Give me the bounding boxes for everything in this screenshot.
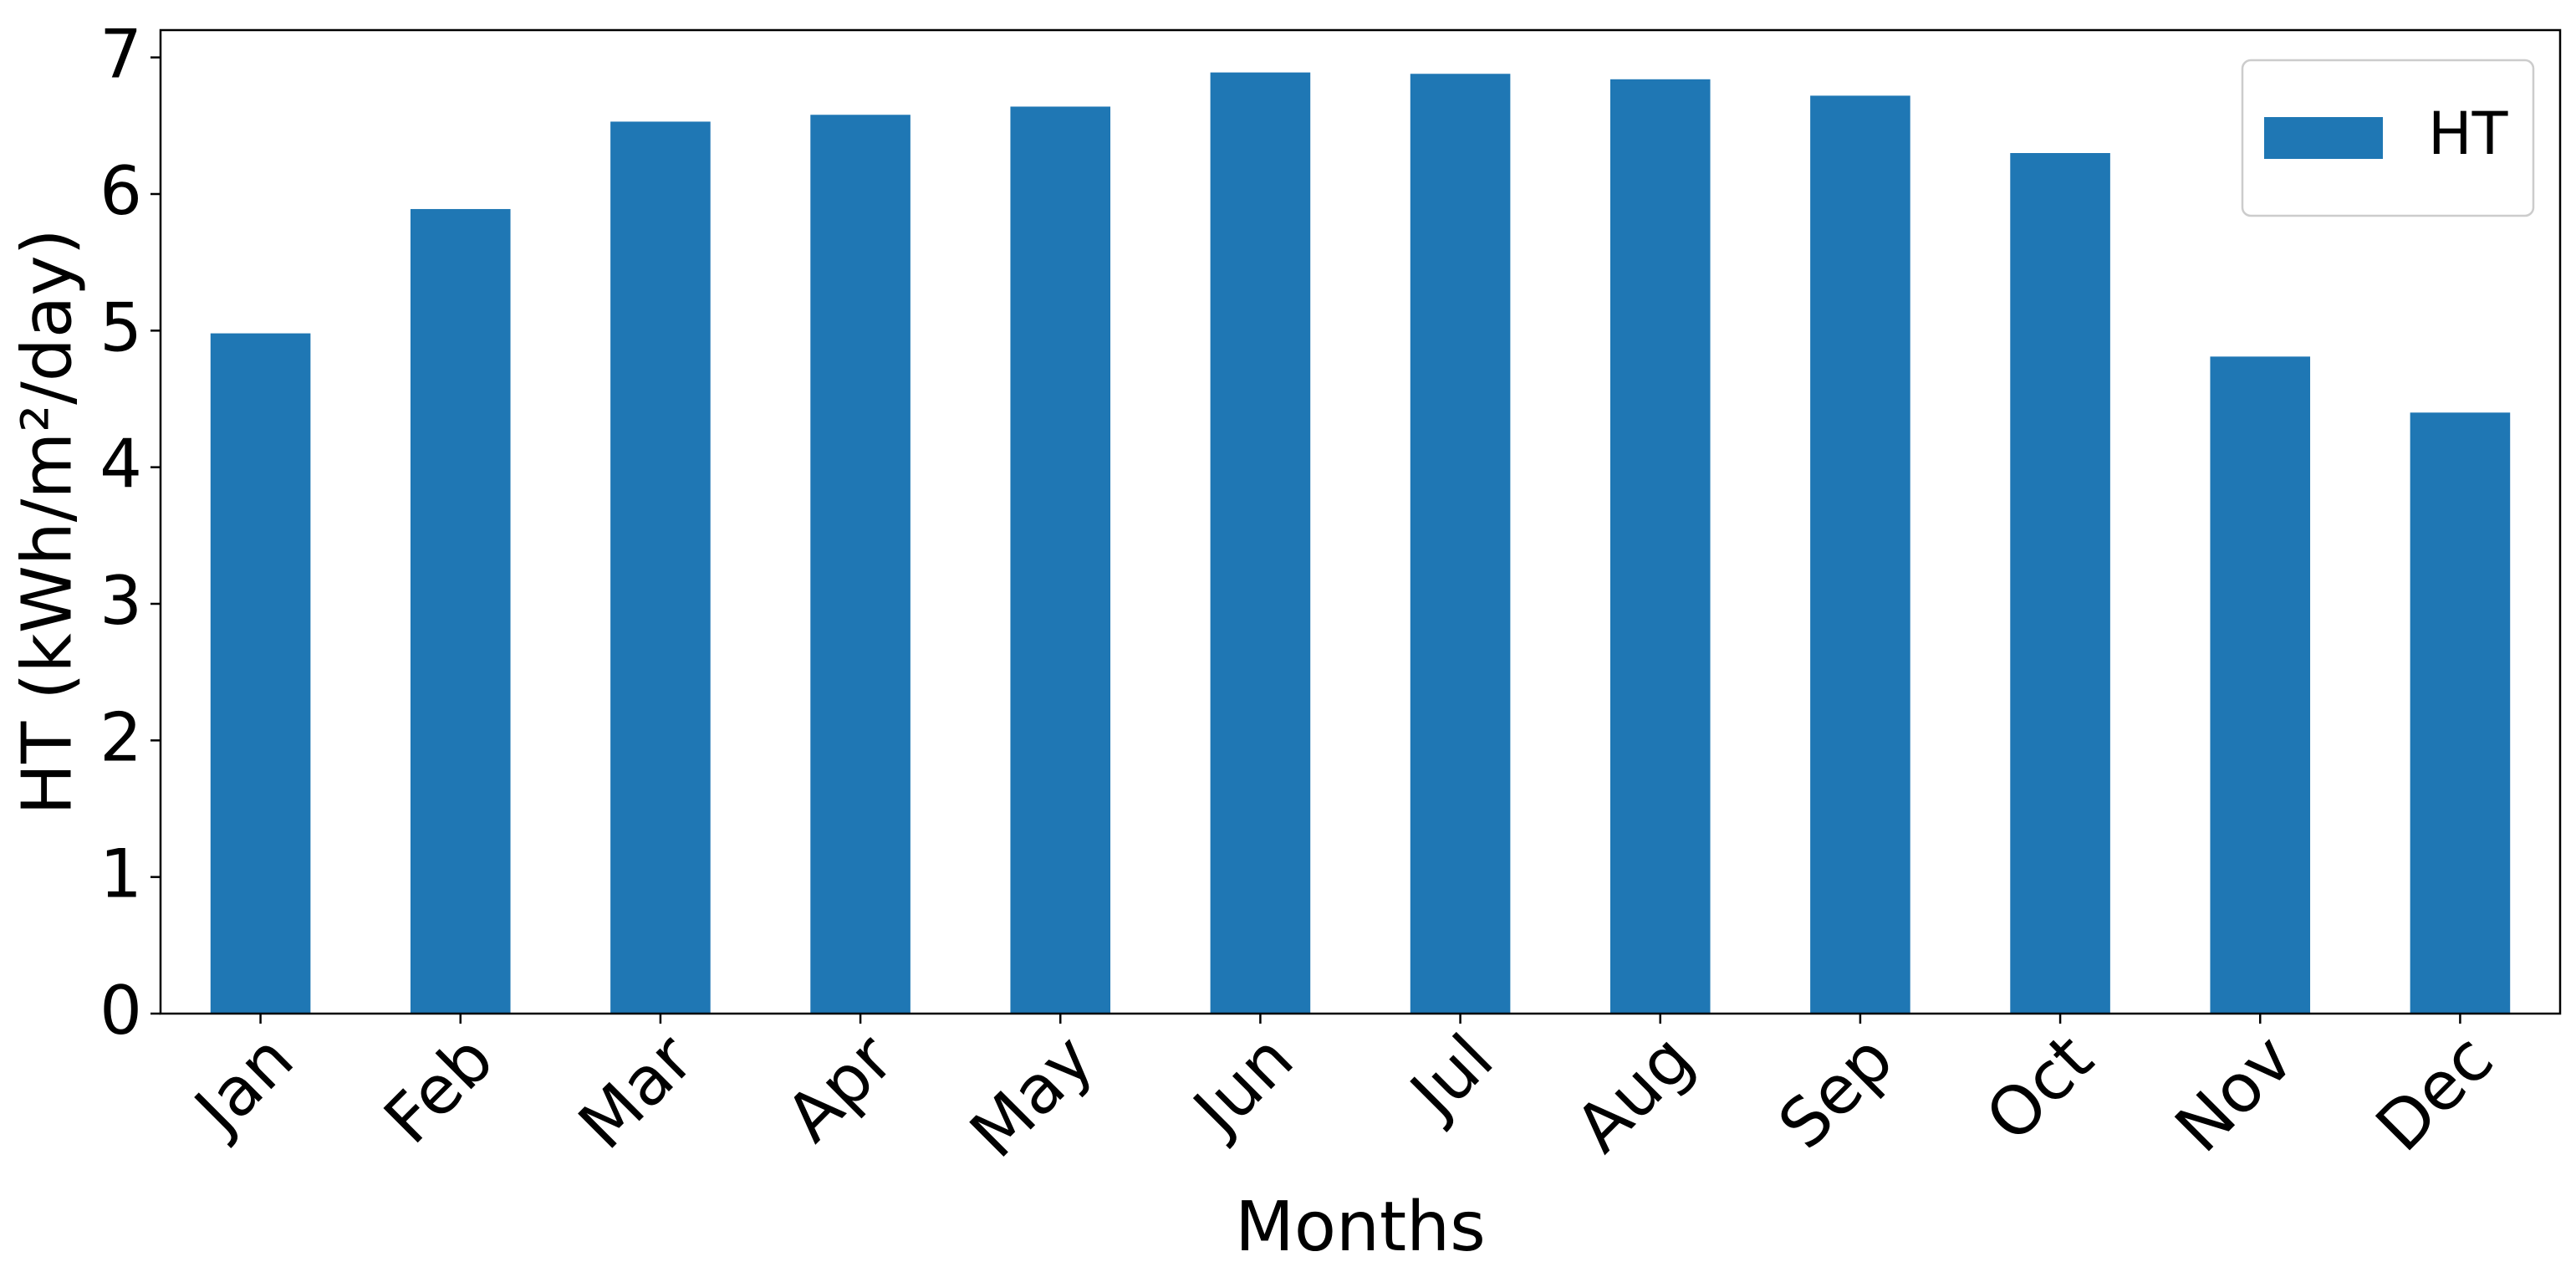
x-tick-label-sep: Sep (1764, 1019, 1908, 1163)
x-tick-label-jan: Jan (177, 1019, 309, 1151)
x-tick-label-nov: Nov (2160, 1019, 2308, 1167)
y-axis-title: HT (kWh/m²/day) (8, 228, 87, 815)
bar-dec (2410, 412, 2511, 1014)
bar-mar (610, 121, 711, 1014)
x-tick-label-aug: Aug (1560, 1019, 1707, 1167)
x-tick-label-jul: Jul (1393, 1019, 1508, 1135)
y-tick-label: 3 (99, 562, 142, 640)
y-tick-label: 6 (99, 152, 142, 230)
legend-box (2241, 59, 2535, 217)
legend: HT (2241, 59, 2535, 217)
x-axis-title: Months (1235, 1188, 1486, 1267)
legend-label-ht: HT (2428, 100, 2508, 168)
bar-sep (1810, 95, 1910, 1014)
y-axis: 0 1 2 3 4 5 6 7 (99, 16, 161, 1050)
x-tick-label-mar: Mar (564, 1019, 708, 1164)
x-tick-label-may: May (956, 1019, 1109, 1172)
plot-frame (159, 28, 2562, 1015)
bar-aug (1609, 79, 1711, 1014)
legend-swatch (2264, 117, 2383, 159)
y-tick-label: 2 (99, 698, 142, 776)
x-tick-label-jun: Jun (1176, 1019, 1308, 1152)
x-tick-label-dec: Dec (2361, 1019, 2507, 1166)
x-tick-label-feb: Feb (370, 1019, 508, 1158)
bar-oct (2010, 153, 2110, 1014)
y-tick-label: 1 (99, 835, 142, 913)
bars-layer (210, 72, 2511, 1014)
bar-jul (1410, 74, 1511, 1014)
x-tick-label-apr: Apr (771, 1019, 908, 1157)
x-axis: Jan Feb Mar Apr May Jun Jul Aug Sep Oct Nov Dec (177, 1014, 2507, 1172)
bar-apr (810, 115, 911, 1014)
bar-feb (410, 208, 511, 1014)
y-tick-label: 0 (99, 972, 142, 1050)
y-tick-label: 5 (99, 289, 142, 366)
bar-jan (210, 333, 311, 1014)
bar-nov (2210, 356, 2311, 1014)
bar-jun (1210, 72, 1311, 1014)
bar-may (1010, 106, 1111, 1014)
y-tick-label: 7 (99, 16, 142, 94)
x-tick-label-oct: Oct (1971, 1019, 2108, 1157)
y-tick-label: 4 (99, 426, 142, 503)
